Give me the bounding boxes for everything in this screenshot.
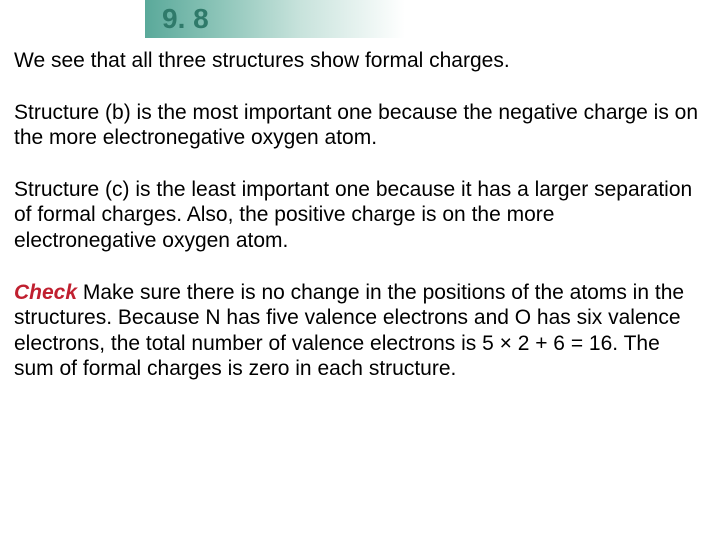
paragraph-1: We see that all three structures show fo…: [14, 48, 702, 74]
paragraph-check: Check Make sure there is no change in th…: [14, 280, 702, 382]
slide-body: We see that all three structures show fo…: [14, 48, 702, 408]
paragraph-3: Structure (c) is the least important one…: [14, 177, 702, 254]
paragraph-2: Structure (b) is the most important one …: [14, 100, 702, 151]
slide: 9. 8 We see that all three structures sh…: [0, 0, 720, 540]
check-label: Check: [14, 281, 77, 304]
paragraph-4-text: Make sure there is no change in the posi…: [14, 281, 684, 381]
header-number: 9. 8: [162, 3, 209, 35]
